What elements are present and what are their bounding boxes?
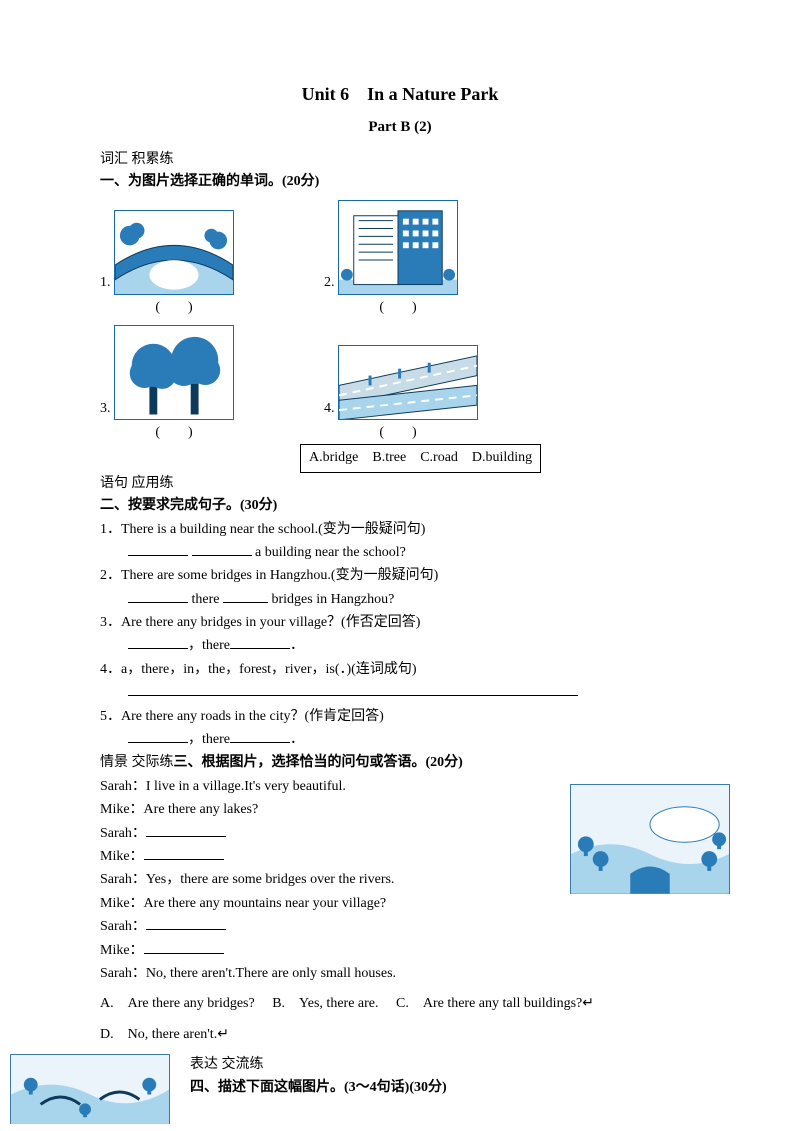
dlg-line: Mike：Are there any mountains near your v… [100, 893, 700, 915]
section3-labelhead: 情景 交际练三、根据图片，选择恰当的问句或答语。(20分) [100, 752, 700, 774]
village-scene-image [570, 784, 730, 894]
section1-heading: 一、为图片选择正确的单词。(20分) [100, 171, 700, 193]
image-row-1: 1. 2. [100, 200, 700, 295]
dlg-line: Mike： [100, 940, 700, 962]
section2-heading: 二、按要求完成句子。(30分) [100, 495, 700, 517]
image-bridge [114, 210, 234, 295]
q4a: 4．a，there，in，the，forest，river，is(．)(连词成句… [100, 659, 700, 681]
paren: ( ) [144, 297, 204, 319]
section4-heading: 四、描述下面这幅图片。(3～4句话)(30分) [190, 1077, 447, 1099]
image-road [338, 345, 478, 420]
q2a: 2．There are some bridges in Hangzhou.(变为… [100, 565, 700, 587]
image-building [338, 200, 458, 295]
choices-box: A.bridge B.tree C.road D.building [300, 444, 541, 472]
paren-row-1: ( ) ( ) [100, 297, 700, 319]
image-tree [114, 325, 234, 420]
paren: ( ) [368, 422, 428, 444]
item-num: 4. [324, 401, 335, 416]
part-title: Part B (2) [100, 115, 700, 139]
section3-block: 情景 交际练三、根据图片，选择恰当的问句或答语。(20分) Sarah：I li… [100, 752, 700, 985]
q3b: ，there． [100, 635, 700, 657]
paren: ( ) [368, 297, 428, 319]
image-row-2: 3. 4. [100, 325, 700, 420]
q1a: 1．There is a building near the school.(变… [100, 519, 700, 541]
options-line-2: D. No, there aren't.↵ [100, 1024, 700, 1046]
q5a: 5．Are there any roads in the city？(作肯定回答… [100, 706, 700, 728]
q1b: a building near the school? [100, 542, 700, 564]
q5b: ，there． [100, 729, 700, 751]
paren: ( ) [144, 422, 204, 444]
q4b [100, 682, 700, 704]
item-num: 2. [324, 275, 335, 290]
item-num: 1. [100, 275, 111, 290]
paren-row-2: ( ) ( ) [100, 422, 700, 444]
dlg-line: Sarah： [100, 916, 700, 938]
section1-label: 词汇 积累练 [100, 149, 700, 171]
unit-title: Unit 6 In a Nature Park [100, 80, 700, 109]
section4-row: 表达 交流练 四、描述下面这幅图片。(3～4句话)(30分) [0, 1054, 700, 1124]
q2b: there bridges in Hangzhou? [100, 589, 700, 611]
section4-label: 表达 交流练 [190, 1054, 447, 1076]
dlg-line: Sarah：No, there aren't.There are only sm… [100, 963, 700, 985]
section2-label: 语句 应用练 [100, 473, 700, 495]
q3a: 3．Are there any bridges in your village？… [100, 612, 700, 634]
item-num: 3. [100, 401, 111, 416]
describe-image [10, 1054, 170, 1124]
options-line-1: A. Are there any bridges? B. Yes, there … [100, 993, 700, 1015]
